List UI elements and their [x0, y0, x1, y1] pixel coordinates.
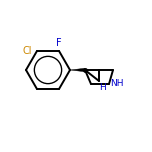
Text: NH: NH: [110, 79, 124, 88]
Text: F: F: [56, 38, 62, 48]
Text: H: H: [99, 83, 105, 93]
Polygon shape: [70, 68, 85, 72]
Text: Cl: Cl: [22, 46, 32, 56]
